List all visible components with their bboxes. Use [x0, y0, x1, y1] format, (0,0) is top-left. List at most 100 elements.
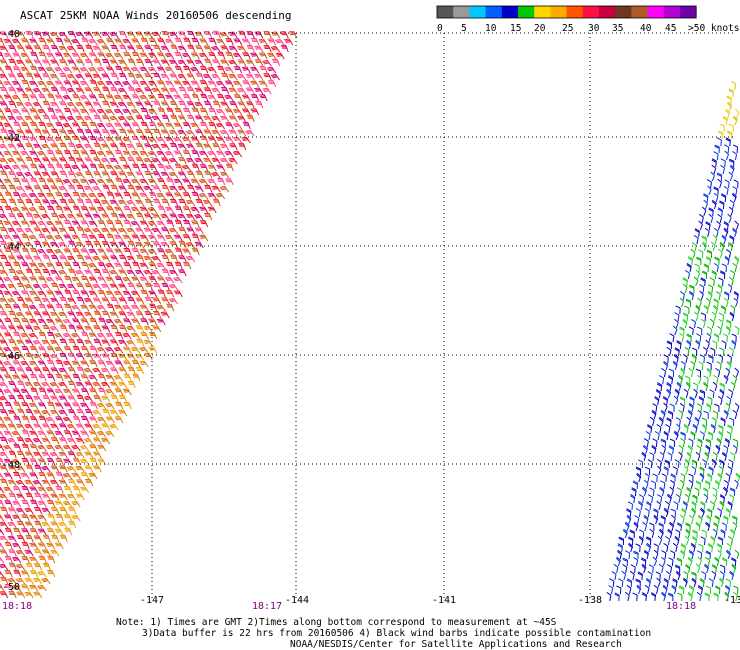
wind-barb — [701, 417, 708, 427]
wind-barb — [701, 235, 707, 245]
wind-map[interactable]: 0 5 10 15 20 25 30 35 40 45 >50 knots -40-42-44-46… — [0, 0, 740, 617]
wind-barb — [709, 389, 715, 399]
wind-barb — [639, 529, 645, 539]
wind-barb — [679, 514, 685, 525]
wind-barb — [135, 157, 145, 165]
wind-barb — [126, 311, 136, 319]
wind-barb — [12, 388, 22, 396]
wind-barb — [638, 535, 644, 546]
wind-barb — [697, 585, 704, 595]
wind-barb — [12, 514, 22, 522]
wind-barb — [649, 528, 655, 539]
wind-barb — [160, 241, 170, 249]
wind-barb — [684, 305, 690, 315]
wind-barb — [148, 346, 158, 354]
wind-barb — [101, 423, 111, 431]
wind-barb — [7, 283, 17, 291]
wind-barb — [152, 185, 162, 193]
wind-barb — [89, 444, 98, 452]
wind-barb — [58, 493, 68, 501]
wind-barb — [135, 143, 145, 151]
wind-barb — [84, 59, 94, 67]
wind-barb — [237, 59, 247, 67]
wind-barb — [113, 164, 124, 172]
wind-barb — [15, 563, 26, 571]
wind-barb — [160, 73, 170, 81]
wind-barb — [131, 276, 141, 284]
wind-barb — [84, 129, 94, 137]
wind-barb — [170, 199, 179, 207]
wind-barb — [143, 255, 153, 263]
wind-barb — [32, 381, 43, 389]
wind-barb — [148, 94, 158, 102]
wind-barb — [131, 38, 141, 46]
wind-barb — [723, 297, 729, 308]
wind-barb — [62, 416, 73, 424]
wind-barb — [0, 409, 9, 417]
wind-barb — [216, 94, 226, 102]
wind-barb — [270, 45, 281, 53]
wind-barb — [647, 494, 654, 504]
wind-barb — [136, 338, 145, 347]
wind-barb — [718, 130, 724, 140]
wind-barb — [110, 184, 119, 193]
wind-barb — [0, 94, 5, 102]
wind-barb — [88, 108, 98, 116]
wind-barb — [46, 304, 56, 312]
wind-barb — [3, 444, 13, 452]
wind-barb — [63, 164, 73, 172]
wind-barb — [4, 191, 13, 200]
wind-barb — [727, 283, 733, 294]
wind-barb — [729, 164, 735, 175]
wind-barb — [165, 206, 175, 214]
note-line-2: 3)Data buffer is 22 hrs from 20160506 4)… — [142, 628, 652, 639]
wind-barb — [93, 325, 102, 333]
wind-barb — [635, 466, 642, 476]
wind-barb — [725, 325, 731, 336]
wind-barb — [55, 37, 64, 46]
wind-barb — [718, 459, 725, 469]
wind-barb — [37, 360, 47, 368]
wind-barb — [280, 31, 289, 39]
wind-barb — [632, 592, 638, 602]
wind-barb — [200, 93, 209, 102]
wind-barb — [734, 220, 739, 231]
wind-barb — [76, 226, 85, 235]
wind-barb — [668, 592, 674, 602]
wind-barb — [72, 485, 81, 494]
wind-barb — [126, 339, 136, 347]
wind-barb — [4, 514, 13, 522]
wind-barb — [49, 241, 60, 249]
wind-barb — [38, 276, 47, 284]
wind-barb — [80, 248, 90, 256]
wind-barb — [123, 262, 132, 270]
wind-barb — [183, 65, 192, 74]
wind-barb — [11, 220, 22, 228]
wind-barb — [195, 45, 204, 53]
wind-barb — [156, 150, 166, 158]
wind-barb — [661, 444, 666, 455]
wind-barb — [139, 234, 149, 242]
wind-barb — [25, 212, 34, 221]
wind-barb — [0, 269, 9, 277]
wind-barb — [147, 206, 158, 214]
wind-barb — [647, 571, 653, 581]
legend-label: 20 — [534, 23, 546, 34]
wind-barb — [46, 122, 56, 130]
wind-barb — [113, 80, 124, 88]
wind-barb — [29, 276, 39, 284]
wind-barb — [0, 451, 9, 459]
wind-barb — [21, 303, 30, 312]
wind-barb — [130, 150, 141, 158]
wind-barb — [109, 381, 119, 389]
wind-barb — [33, 73, 43, 81]
wind-barb — [68, 338, 77, 347]
wind-barb — [703, 193, 709, 203]
wind-barb — [71, 164, 81, 172]
wind-barb — [29, 38, 39, 46]
wind-barb — [0, 178, 5, 186]
wind-barb — [198, 52, 209, 60]
wind-barb — [114, 192, 124, 200]
wind-barb — [89, 318, 98, 326]
wind-barb — [83, 143, 94, 151]
